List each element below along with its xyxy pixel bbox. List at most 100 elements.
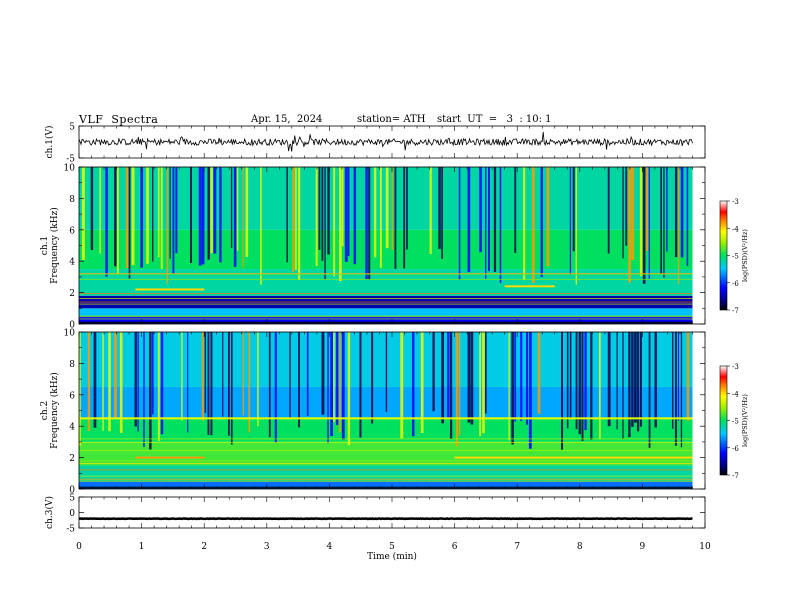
- psd-band: [79, 441, 693, 466]
- noise-streak: [146, 167, 149, 264]
- noise-streak: [172, 167, 175, 274]
- noise-streak: [242, 332, 244, 416]
- noise-streak: [639, 167, 643, 277]
- noise-streak: [561, 332, 564, 450]
- noise-streak: [385, 167, 389, 249]
- noise-streak: [546, 167, 550, 267]
- band-line: [79, 480, 693, 482]
- noise-streak: [514, 332, 517, 422]
- x-tick-label: 1: [139, 542, 145, 552]
- noise-streak: [298, 332, 300, 428]
- noise-streak: [607, 332, 611, 427]
- noise-streak: [385, 332, 388, 413]
- y-tick-label: -5: [66, 155, 75, 165]
- noise-streak: [102, 332, 104, 431]
- y-axis-label: Frequency (kHz): [49, 372, 60, 449]
- noise-streak: [677, 167, 680, 285]
- noise-streak: [137, 332, 139, 432]
- tone-line: [454, 456, 693, 459]
- noise-streak: [210, 332, 213, 436]
- noise-streak: [575, 332, 578, 430]
- band-line: [79, 460, 693, 462]
- tone-line: [79, 417, 693, 420]
- noise-streak: [365, 167, 368, 280]
- y-tick-label: 4: [69, 423, 75, 433]
- noise-streak: [622, 332, 624, 439]
- noise-streak: [157, 332, 160, 442]
- noise-streak: [213, 167, 217, 254]
- noise-streak: [289, 332, 291, 418]
- noise-streak: [578, 332, 581, 435]
- x-tick-label: 6: [452, 542, 458, 552]
- y-tick-label: 8: [69, 195, 75, 205]
- noise-streak: [686, 167, 689, 266]
- band-line: [79, 475, 693, 477]
- noise-streak: [157, 167, 160, 258]
- noise-streak: [181, 332, 183, 421]
- noise-streak: [315, 167, 318, 267]
- y-tick-label: -5: [66, 525, 75, 535]
- noise-streak: [245, 167, 249, 257]
- low-band-line: [79, 486, 693, 489]
- noise-streak: [321, 167, 324, 261]
- y-tick-label: 10: [64, 164, 76, 174]
- noise-streak: [450, 332, 453, 440]
- noise-streak: [128, 167, 131, 279]
- noise-streak: [152, 167, 154, 262]
- y-tick-label: 0: [69, 321, 75, 331]
- noise-streak: [207, 332, 210, 435]
- noise-streak: [642, 167, 646, 284]
- station-label: station= ATH: [357, 114, 426, 125]
- noise-streak: [648, 332, 651, 448]
- noise-streak: [198, 167, 202, 266]
- band-line: [79, 293, 693, 295]
- noise-streak: [260, 167, 262, 285]
- noise-streak: [338, 167, 342, 282]
- noise-streak: [467, 167, 471, 273]
- noise-streak: [523, 167, 526, 281]
- noise-streak: [537, 332, 541, 414]
- colorbar-tick-label: -3: [732, 363, 739, 371]
- noise-streak: [467, 332, 471, 423]
- noise-streak: [569, 167, 572, 275]
- noise-streak: [634, 332, 637, 423]
- psd-band: [79, 308, 693, 317]
- noise-streak: [90, 167, 94, 251]
- noise-streak: [108, 332, 111, 432]
- noise-streak: [628, 332, 631, 438]
- noise-streak: [298, 167, 301, 281]
- colorbar-label: log(PSD)(V²/Hz): [741, 229, 749, 282]
- y-tick-label: 10: [64, 329, 76, 339]
- colorbar-tick-label: -7: [732, 307, 739, 315]
- x-tick-label: 10: [699, 542, 711, 552]
- noise-streak: [79, 332, 81, 447]
- noise-streak: [400, 332, 404, 439]
- band-line: [79, 463, 693, 465]
- low-band-line: [79, 321, 693, 324]
- psd-band: [79, 316, 693, 324]
- y-tick-label: 8: [69, 360, 75, 370]
- colorbar-ch1: [719, 200, 728, 311]
- noise-streak: [674, 167, 678, 258]
- noise-streak: [432, 332, 435, 412]
- noise-streak: [368, 167, 371, 280]
- noise-streak: [680, 332, 683, 448]
- noise-streak: [236, 167, 239, 251]
- noise-streak: [204, 332, 207, 413]
- band-line: [79, 315, 693, 317]
- colorbar-tick-label: -7: [732, 472, 739, 480]
- noise-streak: [114, 332, 117, 418]
- tone-line: [504, 285, 555, 288]
- band-line: [79, 469, 693, 471]
- noise-streak: [292, 167, 295, 273]
- noise-streak: [672, 332, 674, 429]
- noise-streak: [347, 167, 350, 257]
- noise-streak: [429, 167, 432, 255]
- noise-streak: [99, 167, 101, 254]
- noise-streak: [295, 167, 297, 270]
- noise-streak: [160, 167, 163, 270]
- noise-streak: [321, 332, 325, 415]
- noise-streak: [210, 167, 213, 254]
- noise-streak: [344, 167, 348, 262]
